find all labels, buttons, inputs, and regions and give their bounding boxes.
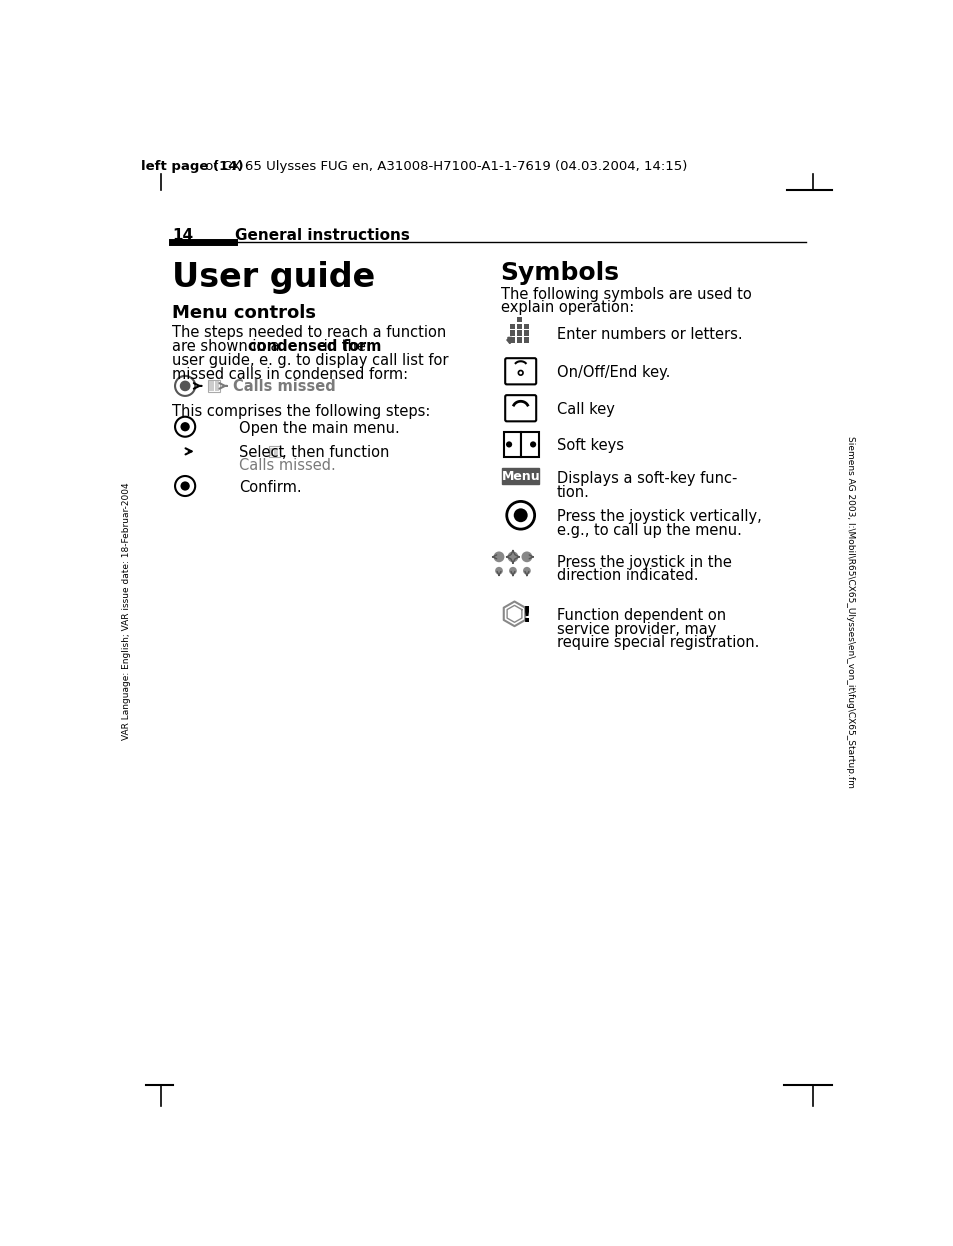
Circle shape <box>505 441 512 447</box>
Text: Select: Select <box>239 445 289 461</box>
Bar <box>269 446 279 457</box>
Bar <box>270 449 274 456</box>
Bar <box>517 338 521 343</box>
Text: service provider, may: service provider, may <box>557 622 716 637</box>
Text: Menu controls: Menu controls <box>172 304 315 321</box>
Text: Call key: Call key <box>557 402 615 417</box>
Bar <box>509 330 515 336</box>
Text: 14: 14 <box>172 228 193 243</box>
Circle shape <box>180 381 190 390</box>
Text: The following symbols are used to: The following symbols are used to <box>500 287 751 302</box>
Bar <box>509 324 515 329</box>
Bar <box>208 380 220 392</box>
Text: Soft keys: Soft keys <box>557 439 623 454</box>
Circle shape <box>522 567 530 574</box>
Bar <box>509 338 515 343</box>
Text: Press the joystick in the: Press the joystick in the <box>557 556 731 571</box>
Text: user guide, e. g. to display call list for: user guide, e. g. to display call list f… <box>172 353 448 368</box>
Text: e.g., to call up the menu.: e.g., to call up the menu. <box>557 523 741 538</box>
Text: The steps needed to reach a function: The steps needed to reach a function <box>172 325 446 340</box>
Text: condensed form: condensed form <box>248 339 381 354</box>
Text: explain operation:: explain operation: <box>500 300 633 315</box>
FancyBboxPatch shape <box>505 395 536 421</box>
Bar <box>209 381 213 390</box>
Circle shape <box>530 441 536 447</box>
Circle shape <box>495 567 502 574</box>
Text: missed calls in condensed form:: missed calls in condensed form: <box>172 366 408 381</box>
Text: On/Off/End key.: On/Off/End key. <box>557 365 670 380</box>
Circle shape <box>180 422 190 431</box>
FancyBboxPatch shape <box>521 432 537 457</box>
Circle shape <box>513 508 527 522</box>
Bar <box>517 324 521 329</box>
Text: direction indicated.: direction indicated. <box>557 568 698 583</box>
Text: This comprises the following steps:: This comprises the following steps: <box>172 404 430 419</box>
Circle shape <box>521 552 532 562</box>
Text: Calls missed.: Calls missed. <box>239 459 335 473</box>
Text: left page (14): left page (14) <box>141 161 243 173</box>
Text: Siemens AG 2003, I:\Mobil\R65\CX65_Ulysses\en\_von_it\fug\CX65_Startup.fm: Siemens AG 2003, I:\Mobil\R65\CX65_Ulyss… <box>845 436 855 787</box>
Text: are shown in a: are shown in a <box>172 339 284 354</box>
Text: Confirm.: Confirm. <box>239 480 302 495</box>
Bar <box>517 330 521 336</box>
Bar <box>523 338 529 343</box>
Text: Press the joystick vertically,: Press the joystick vertically, <box>557 510 761 525</box>
Text: !: ! <box>521 606 532 627</box>
Text: Function dependent on: Function dependent on <box>557 608 725 623</box>
Text: Menu: Menu <box>501 470 539 483</box>
Text: General instructions: General instructions <box>235 228 410 243</box>
Bar <box>274 449 278 456</box>
Bar <box>517 316 521 321</box>
FancyArrow shape <box>506 338 513 344</box>
Text: of CX 65 Ulysses FUG en, A31008-H7100-A1-1-7619 (04.03.2004, 14:15): of CX 65 Ulysses FUG en, A31008-H7100-A1… <box>201 161 687 173</box>
Circle shape <box>507 552 517 562</box>
Bar <box>523 324 529 329</box>
Text: tion.: tion. <box>557 485 589 500</box>
Text: Open the main menu.: Open the main menu. <box>239 421 399 436</box>
Text: Symbols: Symbols <box>500 262 618 285</box>
Text: require special registration.: require special registration. <box>557 635 759 650</box>
Text: User guide: User guide <box>172 262 375 294</box>
Text: in the: in the <box>319 339 366 354</box>
Text: Displays a soft-key func-: Displays a soft-key func- <box>557 471 737 486</box>
Bar <box>214 381 219 390</box>
FancyBboxPatch shape <box>501 467 538 485</box>
Bar <box>523 330 529 336</box>
FancyBboxPatch shape <box>504 432 521 457</box>
Circle shape <box>509 567 517 574</box>
Text: Enter numbers or letters.: Enter numbers or letters. <box>557 326 742 341</box>
Polygon shape <box>503 602 525 627</box>
Text: , then function: , then function <box>282 445 389 461</box>
FancyBboxPatch shape <box>505 358 536 384</box>
Text: Calls missed: Calls missed <box>233 379 335 394</box>
Circle shape <box>493 552 504 562</box>
Circle shape <box>180 481 190 491</box>
Text: VAR Language: English; VAR issue date: 18-Februar-2004: VAR Language: English; VAR issue date: 1… <box>122 482 132 740</box>
